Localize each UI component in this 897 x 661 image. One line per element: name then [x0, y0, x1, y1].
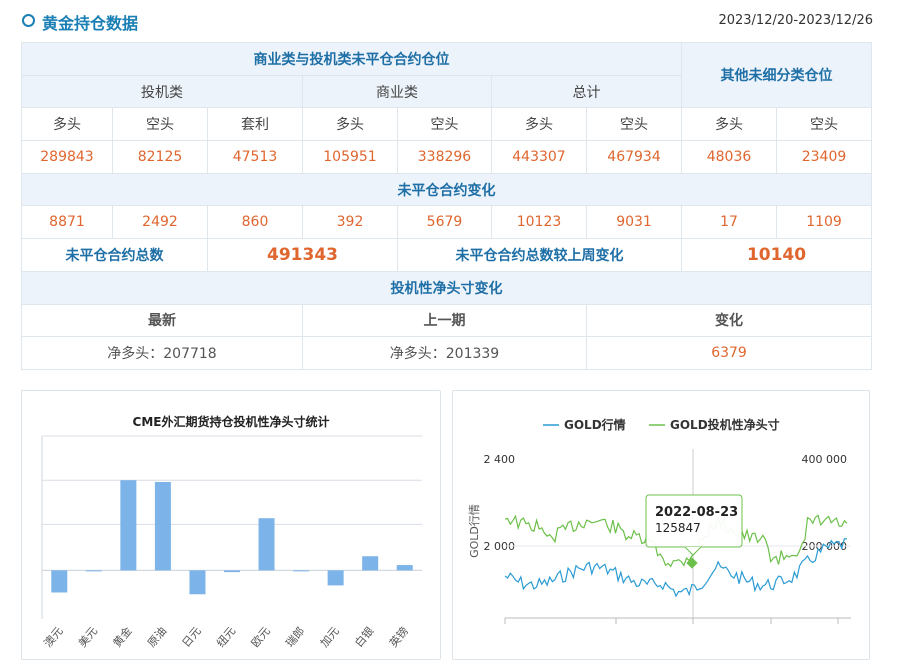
col-short: 空头	[397, 107, 492, 142]
position-cell: 47513	[207, 140, 303, 174]
bar	[293, 570, 310, 572]
cme-chart-panel: CME外汇期货持仓投机性净头寸统计 澳元 美元 黄金 原油 日元 纽元 欧元 瑞郎 加元 白银 英镑	[21, 390, 441, 660]
change-section-title: 未平仓合约变化	[20, 172, 873, 207]
bar	[224, 570, 240, 573]
y-axis-title: GOLD行情	[468, 504, 481, 558]
previous-value-text: 净多头：201339	[389, 346, 500, 363]
change-cell: 1109	[776, 205, 873, 240]
y-tick-label-right: 400 000	[802, 453, 848, 466]
gold-line-chart-panel: GOLD行情 GOLD投机性净头寸 2 400 400 000 2 000 200 000…	[452, 390, 870, 660]
change-cell: 10123	[491, 205, 587, 240]
tooltip-pointer	[684, 546, 702, 556]
legend-label: GOLD投机性净头寸	[670, 417, 780, 432]
change-cell: 17	[681, 205, 778, 240]
y-tick-label-left: 2 400	[484, 453, 516, 466]
position-cell: 105951	[302, 140, 398, 174]
gold-positions-table: 商业类与投机类未平仓合约仓位 其他未细分类仓位 投机类 商业类 总计 多头 空头…	[20, 41, 873, 370]
x-tick-label: 黄金	[110, 624, 135, 650]
previous-label: 上一期	[302, 303, 587, 338]
bar	[51, 570, 68, 593]
change-cell: 2492	[112, 205, 208, 240]
x-tick-label: 澳元	[41, 625, 65, 650]
x-tick-label: 白银	[352, 624, 377, 650]
net-section-title: 投机性净头寸变化	[20, 270, 873, 305]
oi-total-label: 未平仓合约总数	[21, 238, 208, 272]
x-tick-label: 纽元	[213, 624, 238, 650]
x-tick-label: 英镑	[386, 624, 411, 650]
col-short: 空头	[112, 107, 208, 142]
series-line-net	[504, 514, 848, 568]
x-tick-label: 原油	[144, 624, 169, 650]
x-tick-label: 日元	[180, 625, 204, 650]
bar	[189, 570, 206, 595]
total-header: 总计	[490, 74, 683, 109]
net-change-value: 6379	[585, 336, 873, 370]
col-long: 多头	[681, 107, 778, 142]
col-long: 多头	[302, 107, 398, 142]
col-spread: 套利	[207, 107, 303, 142]
position-cell: 48036	[681, 140, 778, 174]
change-cell: 8871	[21, 205, 113, 240]
bar	[85, 570, 102, 572]
oi-change-value: 10140	[681, 238, 873, 272]
cme-bar-chart: 澳元 美元 黄金 原油 日元 纽元 欧元 瑞郎 加元 白银 英镑	[41, 435, 422, 650]
x-tick-label: 欧元	[249, 625, 273, 650]
group-header-main: 商业类与投机类未平仓合约仓位	[20, 42, 683, 76]
cme-chart-title: CME外汇期货持仓投机性净头寸统计	[132, 415, 330, 429]
change-cell: 860	[207, 205, 303, 240]
latest-value-text: 净多头：207718	[107, 346, 217, 363]
position-cell: 443307	[491, 140, 587, 174]
latest-label: 最新	[21, 303, 303, 338]
change-cell: 392	[302, 205, 398, 240]
bar	[120, 480, 137, 571]
oi-change-label: 未平仓合约总数较上周变化	[396, 238, 683, 272]
page-header: 黄金持仓数据 2023/12/20-2023/12/26	[22, 8, 873, 34]
tooltip-value: 125847	[655, 521, 701, 535]
change-cell: 9031	[585, 205, 683, 240]
page-title: 黄金持仓数据	[42, 14, 139, 33]
x-tick-label: 瑞郎	[283, 624, 308, 650]
oi-total-value: 491343	[207, 238, 398, 272]
bar	[396, 565, 413, 571]
col-short: 空头	[776, 107, 873, 142]
previous-value: 净多头：201339	[302, 336, 587, 370]
circle-icon	[22, 14, 35, 27]
col-long: 多头	[21, 107, 113, 142]
commercial-header: 商业类	[302, 74, 492, 109]
col-long: 多头	[491, 107, 587, 142]
bar	[327, 570, 344, 586]
y-tick-label-left: 2 000	[484, 540, 516, 553]
group-header-other: 其他未细分类仓位	[681, 41, 873, 109]
bar	[154, 481, 171, 571]
bar	[258, 518, 275, 571]
date-range: 2023/12/20-2023/12/26	[718, 13, 873, 28]
net-change-label: 变化	[585, 303, 873, 338]
col-short: 空头	[585, 107, 683, 142]
series-line-gold	[504, 538, 848, 598]
tooltip-point	[686, 557, 698, 569]
x-tick-label: 加元	[318, 625, 342, 650]
tooltip-date: 2022-08-23	[655, 505, 738, 520]
position-cell: 338296	[397, 140, 492, 174]
latest-value: 净多头：207718	[21, 336, 303, 370]
position-cell: 23409	[776, 140, 873, 174]
position-cell: 467934	[585, 140, 683, 174]
position-cell: 82125	[112, 140, 208, 174]
position-cell: 289843	[21, 140, 113, 174]
change-cell: 5679	[397, 205, 492, 240]
legend-label: GOLD行情	[564, 417, 626, 432]
bar	[362, 556, 379, 571]
speculative-header: 投机类	[21, 74, 303, 109]
x-tick-label: 美元	[76, 625, 100, 650]
